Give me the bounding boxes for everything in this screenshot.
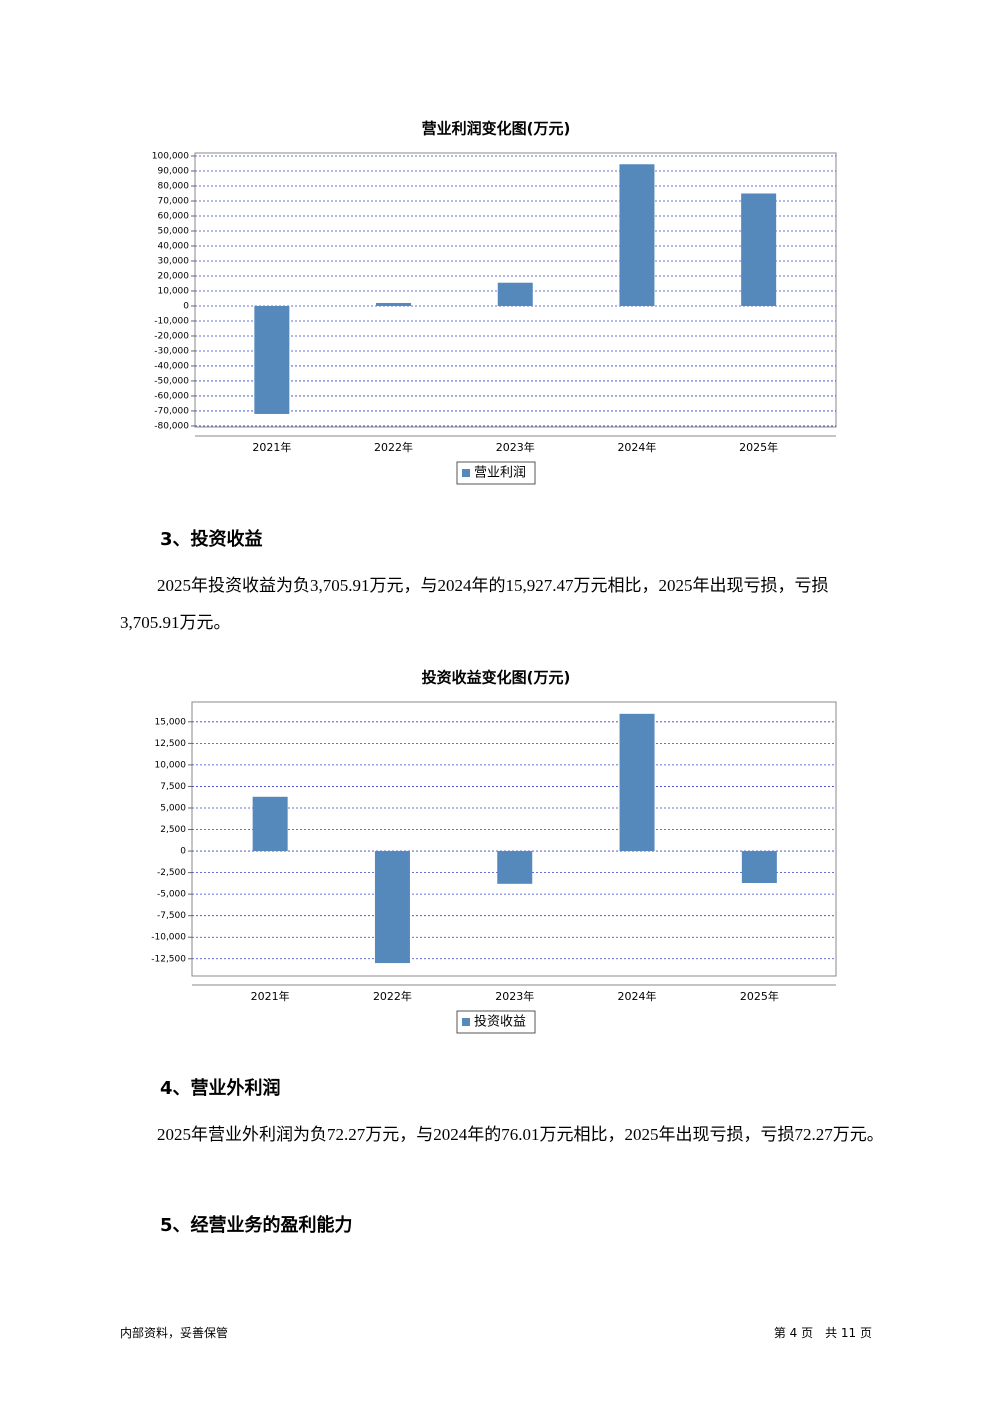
y-tick-label: -2,500 [157,868,186,878]
y-tick-label: 2,500 [160,825,186,835]
y-tick-label: -10,000 [154,316,189,326]
plot-area [194,152,837,428]
x-tick-label: 2023年 [495,989,534,1003]
y-tick-label: 12,500 [155,739,187,749]
section-heading: 5、经营业务的盈利能力 [160,1215,353,1236]
y-tick-label: 5,000 [160,803,186,813]
legend-swatch [462,1018,470,1026]
y-tick-label: -20,000 [154,331,189,341]
paragraph: 2025年营业外利润为负72.27万元，与2024年的76.01万元相比，202… [157,1125,884,1144]
y-tick-label: 50,000 [158,226,190,236]
y-tick-label: -7,500 [157,911,186,921]
section-heading: 4、营业外利润 [160,1078,281,1099]
x-tick-label: 2021年 [252,440,291,454]
y-tick-label: 70,000 [158,196,190,206]
plot-area [191,701,837,977]
y-tick-label: 80,000 [158,181,190,191]
legend-label: 投资收益 [474,1014,526,1030]
y-tick-label: 7,500 [160,782,186,792]
y-tick-label: -10,000 [151,933,186,943]
bar [741,851,777,883]
legend-label: 营业利润 [474,466,526,481]
bar [741,193,777,306]
legend-swatch [462,469,470,477]
bar [252,796,288,852]
x-tick-label: 2022年 [373,989,412,1003]
x-tick-label: 2024年 [618,989,657,1003]
y-tick-label: 10,000 [158,286,190,296]
bar [497,851,533,884]
section-heading: 3、投资收益 [160,529,263,550]
x-tick-label: 2021年 [251,989,290,1003]
y-tick-label: 15,000 [155,717,187,727]
y-tick-label: 10,000 [155,760,187,770]
bar [497,282,533,306]
y-tick-label: 30,000 [158,256,190,266]
x-tick-label: 2023年 [496,440,535,454]
chart-title: 投资收益变化图(万元) [422,669,571,687]
y-tick-label: -70,000 [154,406,189,416]
bar [376,302,412,306]
y-tick-label: -60,000 [154,391,189,401]
x-tick-label: 2024年 [617,440,656,454]
y-tick-label: -80,000 [154,421,189,431]
y-tick-label: 0 [180,847,186,857]
legend-box [456,461,536,485]
y-tick-label: -12,500 [151,954,186,964]
paragraph: 2025年投资收益为负3,705.91万元，与2024年的15,927.47万元… [120,576,829,632]
y-tick-label: 20,000 [158,271,190,281]
bar [619,713,655,852]
y-tick-label: 90,000 [158,166,190,176]
y-tick-label: -5,000 [157,890,186,900]
legend-box [456,1010,536,1034]
y-tick-label: -40,000 [154,361,189,371]
y-tick-label: 40,000 [158,241,190,251]
x-tick-label: 2025年 [740,989,779,1003]
y-tick-label: 100,000 [152,151,189,161]
bar [374,851,410,964]
y-tick-label: -50,000 [154,376,189,386]
bar [254,305,290,414]
footer-left: 内部资料，妥善保管 [120,1326,229,1340]
footer-right: 第 4 页 共 11 页 [773,1326,872,1340]
y-tick-label: -30,000 [154,346,189,356]
x-tick-label: 2022年 [374,440,413,454]
bar [619,164,655,306]
y-tick-label: 60,000 [158,211,190,221]
x-tick-label: 2025年 [739,440,778,454]
y-tick-label: 0 [183,301,189,311]
chart-title: 营业利润变化图(万元) [422,120,571,138]
